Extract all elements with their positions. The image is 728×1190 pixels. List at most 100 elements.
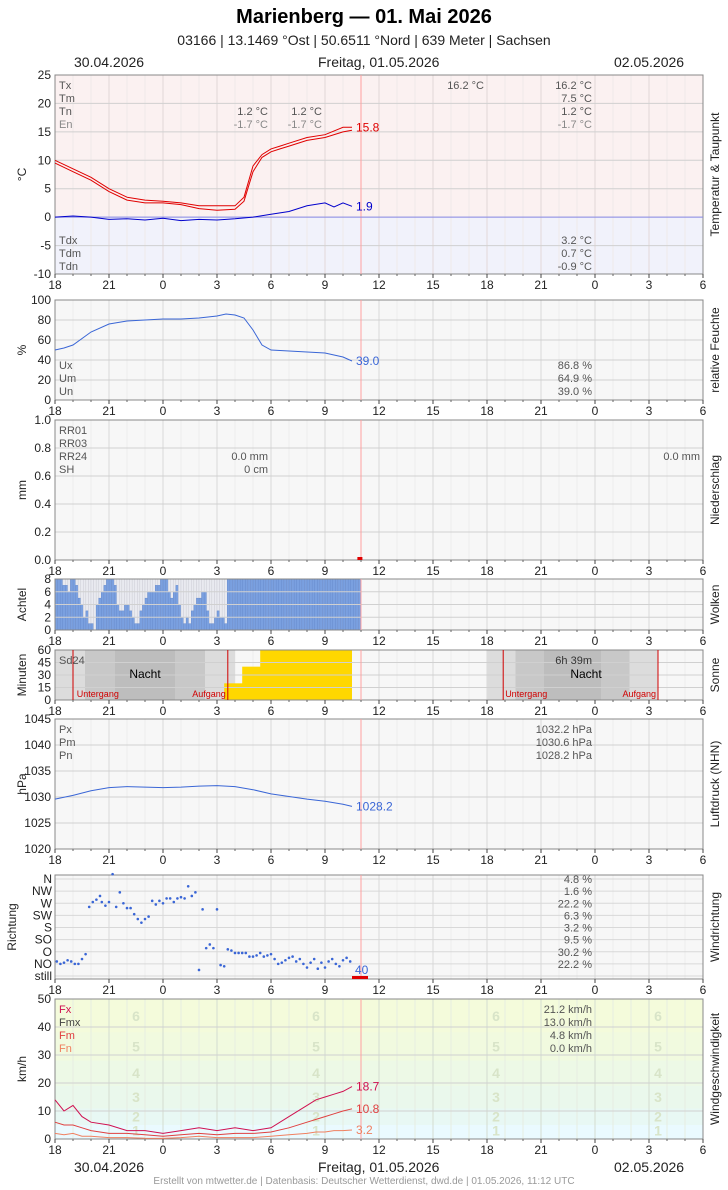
precipitation-xtick-label: 21 [534, 564, 548, 578]
wind-dir-point [280, 961, 284, 964]
beaufort-label: 3 [312, 1089, 320, 1105]
cloud-bar [121, 610, 125, 631]
cloud-bar [188, 623, 192, 631]
temperature-right-stat: 1.2 °C [561, 106, 592, 118]
wind-dir-point [114, 905, 118, 909]
wind-dir-point [183, 897, 186, 900]
pressure-stat-label: Pn [59, 750, 72, 762]
pressure-xtick-label: 0 [160, 853, 167, 867]
cloud-bar [221, 617, 225, 631]
clouds-xtick-label: 6 [700, 634, 707, 648]
pressure-right-stat: 1028.2 hPa [536, 750, 593, 762]
humidity-end-label: 39.0 [356, 354, 380, 368]
wind-dir-point [165, 897, 168, 900]
precipitation-ytick-label: 0.0 [34, 553, 51, 567]
day1-tn: 1.2 °C [237, 106, 268, 118]
sunshine-xtick-label: 6 [700, 704, 707, 718]
temperature-xtick-label: 3 [646, 278, 653, 292]
wind-dir-point [212, 946, 215, 950]
cloud-bar [214, 617, 218, 631]
wind_speed-xtick-label: 3 [646, 1143, 653, 1157]
beaufort-label: 2 [312, 1109, 320, 1125]
humidity-xtick-label: 15 [426, 404, 440, 418]
wind-dir-point [276, 962, 280, 966]
humidity-side-label: relative Feuchte [708, 307, 722, 393]
pressure-right-stat: 1032.2 hPa [536, 724, 593, 736]
precipitation-xtick-label: 18 [48, 564, 62, 578]
beaufort-label: 5 [132, 1039, 140, 1055]
sunshine-ytick-label: 45 [38, 656, 52, 670]
wind-dir-point [95, 898, 98, 901]
wind-dir-point [334, 962, 338, 966]
wind-dir-point [161, 901, 165, 905]
wind-dir-right-stat: 4.8 % [564, 874, 592, 886]
wind-dir-category-label: NO [34, 957, 52, 971]
precipitation-xtick-label: 6 [268, 564, 275, 578]
precipitation-side-label: Niederschlag [708, 455, 722, 525]
pressure-xtick-label: 18 [480, 853, 494, 867]
humidity-xtick-label: 21 [102, 404, 116, 418]
temperature-side-label: Temperatur & Taupunkt [708, 112, 722, 237]
humidity-stat-label: Ux [59, 360, 73, 372]
dewpoint-stat-label: Tdx [59, 235, 78, 247]
cloud-bar [98, 597, 102, 631]
beaufort-label: 3 [654, 1089, 662, 1105]
wind-dir-point [327, 960, 330, 963]
precipitation-ytick-label: 0.6 [34, 469, 51, 483]
precipitation-xtick-label: 6 [700, 564, 707, 578]
wind-min-line [54, 1129, 353, 1139]
wind-dir-point [226, 948, 230, 951]
wind_direction-ylabel: Richtung [5, 903, 19, 950]
temperature-stat-label: En [59, 119, 72, 131]
wind_speed-side-label: Windgeschwindigkeit [708, 1012, 722, 1125]
wind-dir-point [258, 951, 262, 955]
date-center-top: Freitag, 01.05.2026 [318, 54, 440, 70]
cloud-bar [211, 623, 215, 631]
wind-dir-point [298, 957, 302, 961]
cloud-bar [206, 610, 210, 631]
wind-dir-point [291, 955, 294, 958]
cloud-bar [149, 591, 153, 631]
temperature-xtick-label: 0 [592, 278, 599, 292]
clouds-ylabel: Achtel [15, 588, 29, 621]
wind_speed-xtick-label: 9 [322, 1143, 329, 1157]
cloud-bar [67, 591, 71, 631]
wind-dir-category-label: SW [33, 908, 53, 922]
temperature-ytick-label: 15 [38, 125, 52, 139]
beaufort-label: 6 [312, 1008, 320, 1024]
pressure-ytick-label: 1025 [24, 816, 51, 830]
night-label: Nacht [129, 667, 161, 681]
dewpoint-right-stat: 0.7 °C [561, 248, 592, 260]
wind-dir-point [305, 966, 309, 969]
temperature-line [54, 126, 352, 207]
clouds-side-label: Wolken [708, 585, 722, 625]
precipitation-ytick-label: 0.4 [34, 497, 51, 511]
clouds-ytick-label: 8 [44, 572, 51, 586]
day2-rr24: 0.0 mm [663, 451, 700, 463]
precipitation-ytick-label: 0.2 [34, 525, 51, 539]
cloud-bar [129, 610, 133, 631]
wind-dir-point [59, 962, 62, 966]
day1-sh: 0 cm [244, 464, 268, 476]
wind_speed-ytick-label: 40 [38, 1020, 52, 1034]
wind-dir-point [309, 961, 312, 964]
sunshine-side-label: Sonne [708, 657, 722, 692]
wind-dir-point [215, 908, 219, 911]
sunshine-xtick-label: 12 [372, 704, 386, 718]
clouds-ytick-label: 0 [44, 623, 51, 637]
wind-dir-point [237, 951, 240, 955]
wind_speed-xtick-label: 21 [102, 1143, 116, 1157]
beaufort-label: 1 [654, 1123, 662, 1139]
temperature-xtick-label: 21 [534, 278, 548, 292]
precipitation-ylabel: mm [15, 480, 29, 500]
wind-dir-point [186, 884, 190, 888]
beaufort-label: 5 [492, 1039, 500, 1055]
cloud-bar [191, 610, 195, 631]
humidity-xtick-label: 3 [214, 404, 221, 418]
sunshine-xtick-label: 15 [426, 704, 440, 718]
dewpoint-stat-label: Tdm [59, 248, 81, 260]
humidity-ytick-label: 80 [38, 313, 52, 327]
wind-dir-point [197, 968, 201, 972]
temperature-min-line [54, 129, 353, 211]
wind-dir-point [316, 967, 320, 971]
